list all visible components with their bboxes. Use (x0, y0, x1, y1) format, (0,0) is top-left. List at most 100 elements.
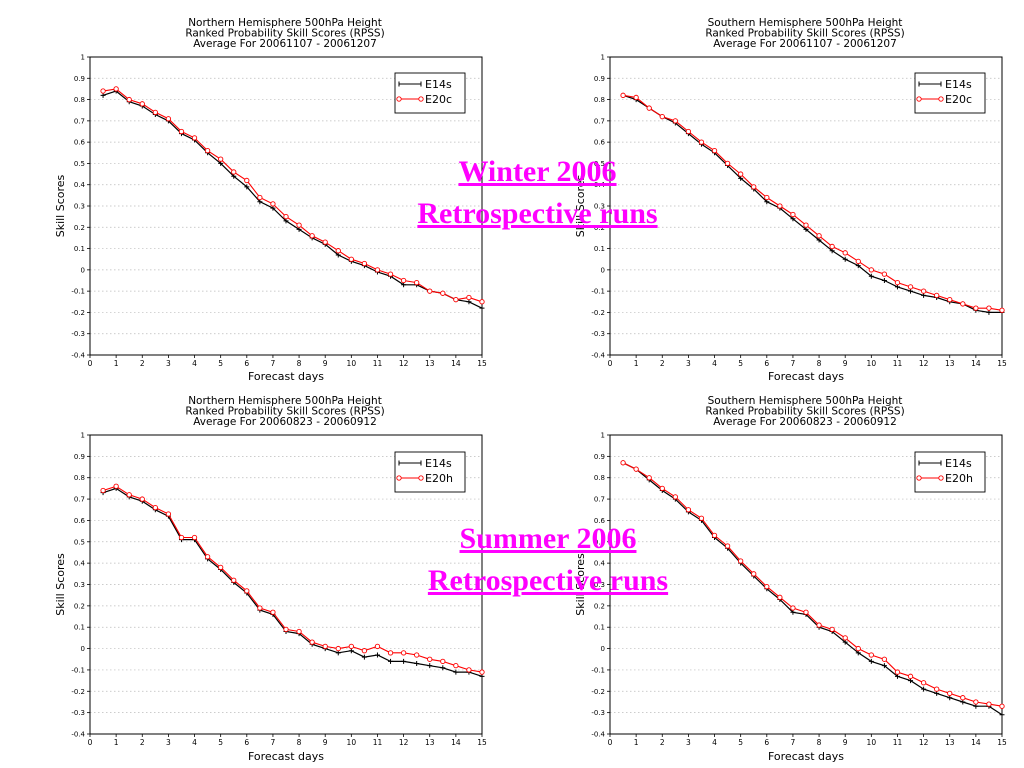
data-point-E20h (427, 656, 433, 662)
y-tick-label: 0.2 (74, 224, 85, 232)
data-point-E20h (777, 594, 783, 600)
y-tick-label: 1 (81, 54, 85, 62)
x-tick-label: 2 (660, 359, 665, 368)
data-point-E20c (270, 201, 276, 207)
winter-caption-line2: Retrospective runs (417, 197, 658, 230)
x-tick-label: 12 (399, 738, 409, 747)
x-tick-label: 0 (608, 359, 613, 368)
data-point-E20h (270, 609, 276, 615)
x-tick-label: 4 (712, 359, 717, 368)
data-point-E20h (165, 511, 172, 517)
data-point-E20h (620, 460, 626, 466)
x-tick-label: 3 (166, 359, 171, 368)
legend-marker-E20c (916, 96, 922, 102)
data-point-E20h (999, 703, 1005, 709)
legend-marker-E20c (938, 96, 944, 102)
x-axis-label: Forecast days (248, 750, 324, 763)
y-tick-label: -0.1 (71, 666, 85, 674)
data-point-E20h (973, 699, 979, 705)
legend-marker-E14s (918, 460, 942, 466)
x-tick-label: 3 (686, 738, 691, 747)
data-point-E20h (126, 492, 132, 498)
data-point-E14s (440, 665, 446, 671)
y-tick-label: 1 (601, 54, 605, 62)
legend-label-E20h: E20h (945, 472, 973, 485)
y-tick-label: 0 (81, 645, 85, 653)
summer-caption-line2: Retrospective runs (427, 564, 669, 597)
data-point-E14s (921, 686, 927, 692)
x-tick-label: 9 (843, 738, 848, 747)
data-point-E14s (427, 663, 433, 669)
chart-title-line: Average For 20060823 - 20060912 (193, 416, 377, 428)
y-tick-label: 0 (601, 266, 605, 274)
data-point-E20h (672, 494, 678, 500)
plot-frame (89, 434, 483, 735)
x-tick-label: 10 (347, 359, 357, 368)
plot-frame (609, 56, 1003, 356)
y-tick-label: 0.6 (74, 139, 86, 147)
data-point-E14s (244, 184, 250, 190)
y-tick-label: 0.9 (594, 453, 605, 461)
legend-marker-E20h (418, 475, 424, 481)
y-tick-label: 0.2 (74, 602, 85, 610)
y-tick-label: 0.6 (594, 139, 606, 147)
x-tick-label: 7 (791, 738, 796, 747)
x-tick-label: 4 (192, 738, 197, 747)
data-point-E14s (999, 712, 1005, 718)
summer-caption-line1: Summer 2006 (459, 522, 637, 555)
y-axis-label: Skill Scores (54, 553, 67, 616)
x-tick-label: 2 (140, 359, 145, 368)
y-tick-label: 0.7 (74, 117, 85, 125)
data-point-E20c (790, 211, 796, 218)
y-tick-label: 0.7 (594, 117, 605, 125)
x-tick-label: 15 (477, 738, 487, 747)
y-tick-label: 0.6 (74, 517, 86, 525)
legend-label-E14s: E14s (425, 457, 452, 470)
data-point-E20h (257, 605, 263, 611)
data-point-E20h (790, 605, 796, 611)
winter-caption: Winter 2006 Retrospective runs (390, 151, 685, 235)
legend-marker-E20h (916, 475, 922, 481)
data-point-E20h (920, 680, 927, 686)
data-point-E20h (685, 507, 692, 513)
y-tick-label: 0.3 (74, 203, 85, 211)
data-point-E20h (842, 635, 848, 641)
x-axis-label: Forecast days (248, 370, 324, 383)
x-tick-label: 11 (893, 738, 903, 747)
y-tick-label: 0.2 (594, 602, 605, 610)
x-tick-label: 15 (477, 359, 487, 368)
data-point-E14s (414, 661, 420, 667)
legend-marker-E14s (398, 81, 422, 87)
y-tick-label: 0.9 (74, 453, 85, 461)
y-tick-label: -0.4 (591, 731, 605, 739)
y-tick-label: 0.7 (74, 496, 85, 504)
y-tick-label: 0.9 (594, 75, 605, 83)
x-tick-label: 9 (323, 738, 328, 747)
data-point-E20c (960, 301, 966, 307)
x-tick-label: 14 (971, 738, 981, 747)
data-point-E20h (335, 645, 341, 652)
x-tick-label: 6 (764, 359, 769, 368)
x-tick-label: 9 (843, 359, 848, 368)
data-point-E20c (335, 248, 341, 254)
data-point-E20c (152, 109, 158, 115)
data-point-E14s (374, 652, 380, 658)
y-tick-label: 0 (601, 645, 605, 653)
data-point-E20c (724, 160, 731, 167)
data-point-E20c (126, 96, 132, 103)
y-tick-label: 0.2 (594, 224, 605, 232)
data-point-E20h (231, 577, 237, 583)
x-tick-label: 7 (271, 738, 276, 747)
x-tick-label: 5 (738, 359, 743, 368)
data-point-E20c (387, 271, 394, 277)
x-tick-label: 14 (971, 359, 981, 368)
x-tick-label: 7 (271, 359, 276, 368)
data-point-E20c (244, 177, 250, 184)
data-point-E20c (113, 86, 119, 92)
data-point-E14s (881, 278, 887, 283)
data-point-E20c (816, 233, 822, 239)
data-point-E20h (348, 643, 354, 650)
y-tick-label: 0.6 (594, 517, 606, 525)
legend-marker-E20c (396, 96, 402, 102)
